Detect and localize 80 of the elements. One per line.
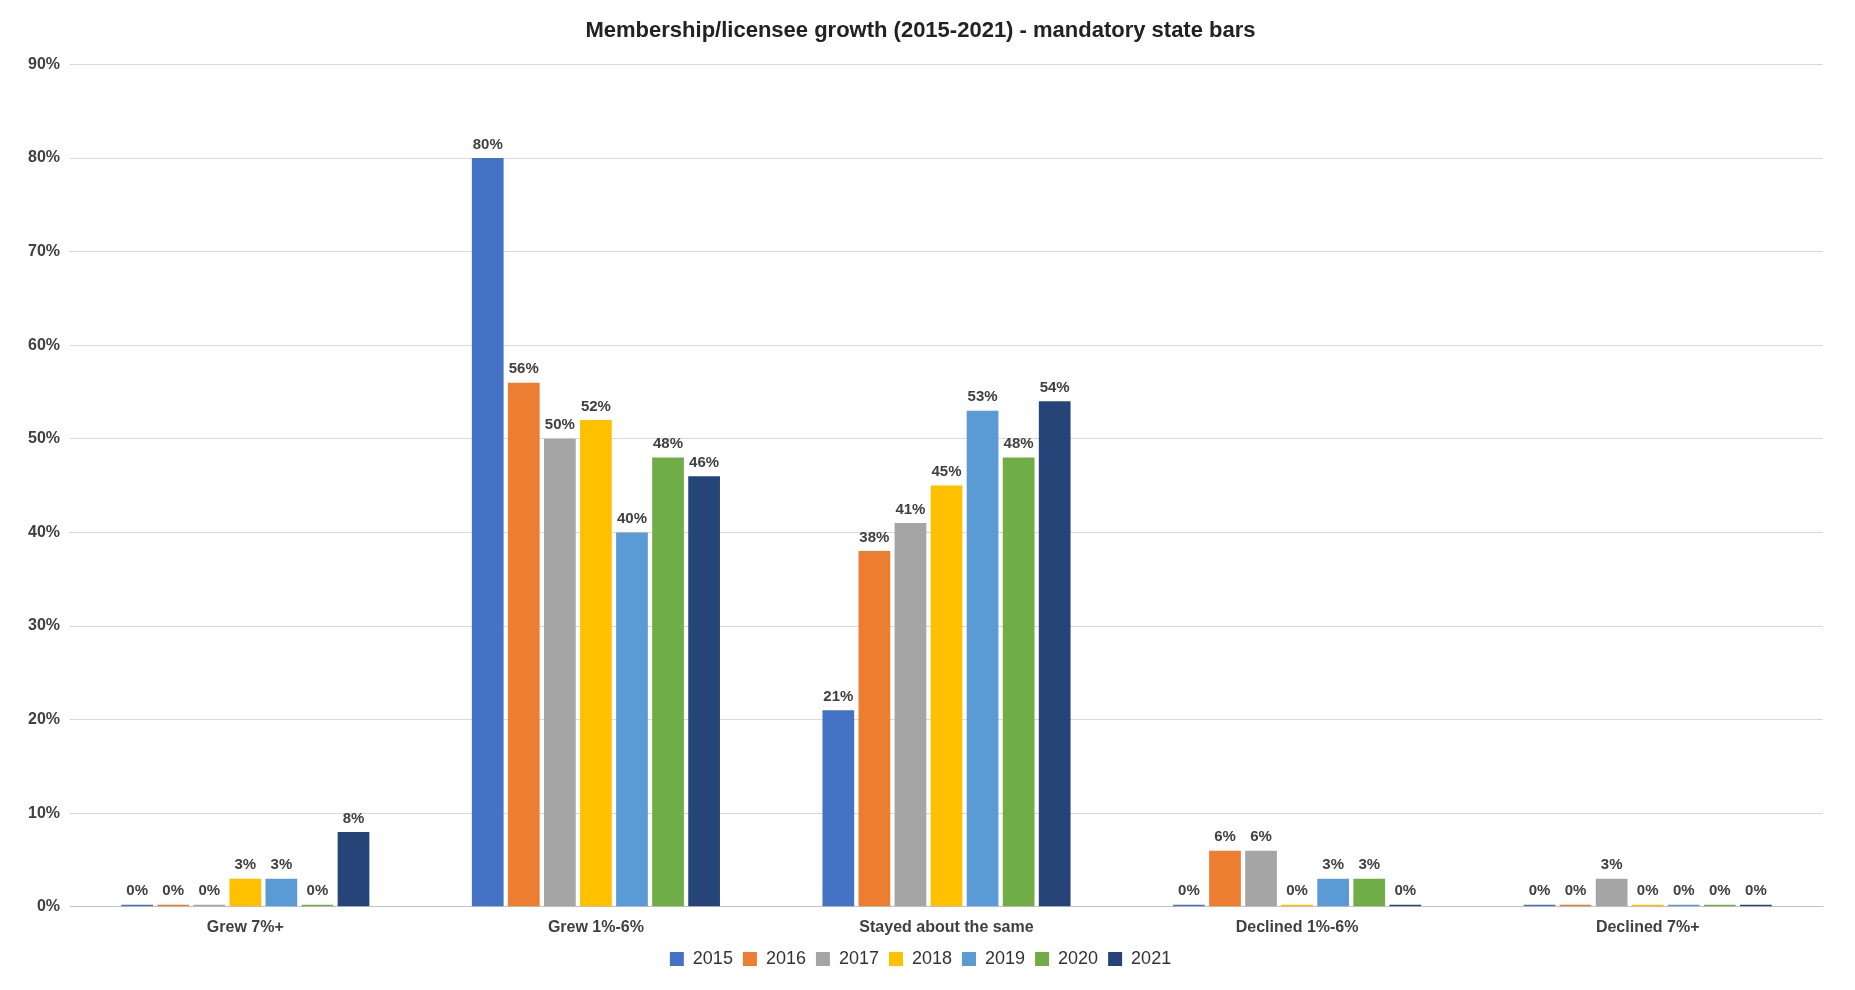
data-label: 80% bbox=[472, 134, 503, 152]
x-tick-label: Stayed about the same bbox=[859, 917, 1034, 935]
y-tick-label: 10% bbox=[27, 803, 61, 821]
bar bbox=[1595, 878, 1628, 907]
bar bbox=[507, 382, 540, 907]
data-label: 48% bbox=[1003, 434, 1034, 452]
bar bbox=[930, 485, 963, 907]
x-tick-label: Grew 1%-6% bbox=[547, 917, 644, 935]
y-tick-label: 30% bbox=[27, 616, 61, 634]
legend-label: 2020 bbox=[1058, 947, 1099, 968]
bar bbox=[1245, 850, 1277, 907]
y-tick-label: 50% bbox=[27, 429, 61, 447]
data-label: 0% bbox=[1745, 881, 1767, 899]
data-label: 0% bbox=[306, 881, 329, 899]
data-label: 6% bbox=[1214, 827, 1236, 845]
data-label: 3% bbox=[270, 855, 293, 873]
data-label: 40% bbox=[616, 509, 647, 527]
data-label: 8% bbox=[342, 808, 365, 826]
data-label: 0% bbox=[1528, 881, 1551, 899]
bar bbox=[580, 420, 612, 907]
data-label: 0% bbox=[1178, 881, 1200, 899]
legend-label: 2015 bbox=[692, 947, 733, 968]
legend-label: 2017 bbox=[838, 947, 879, 968]
bar bbox=[471, 158, 504, 907]
data-label: 0% bbox=[1636, 881, 1659, 899]
data-label: 46% bbox=[689, 452, 720, 470]
chart-title: Membership/licensee growth (2015-2021) - mandatory state bars bbox=[585, 17, 1256, 43]
bar bbox=[858, 551, 891, 907]
bar bbox=[616, 532, 648, 907]
data-label: 6% bbox=[1250, 827, 1272, 845]
data-label: 0% bbox=[1672, 881, 1695, 899]
data-label: 41% bbox=[895, 499, 926, 517]
data-label: 0% bbox=[1394, 881, 1417, 899]
data-label: 3% bbox=[1358, 855, 1381, 873]
bar bbox=[894, 523, 927, 907]
data-label: 0% bbox=[198, 881, 221, 899]
y-tick-label: 20% bbox=[27, 710, 61, 728]
y-tick-label: 70% bbox=[27, 242, 61, 260]
bar bbox=[966, 410, 999, 907]
data-label: 3% bbox=[1322, 855, 1345, 873]
y-tick-label: 40% bbox=[27, 522, 61, 540]
bar bbox=[1002, 457, 1035, 907]
legend-label: 2019 bbox=[985, 947, 1026, 968]
data-label: 52% bbox=[580, 396, 611, 414]
bar bbox=[1038, 401, 1071, 907]
bar bbox=[229, 878, 262, 907]
legend-label: 2018 bbox=[911, 947, 953, 968]
data-label: 0% bbox=[1286, 881, 1308, 899]
bar bbox=[688, 476, 720, 907]
data-label: 54% bbox=[1039, 378, 1070, 395]
y-tick-label: 60% bbox=[27, 335, 61, 353]
y-tick-label: 80% bbox=[27, 148, 61, 166]
data-label: 21% bbox=[823, 686, 854, 704]
data-label: 56% bbox=[508, 359, 539, 377]
bar bbox=[652, 457, 684, 907]
bar bbox=[822, 710, 855, 907]
data-label: 48% bbox=[653, 434, 684, 452]
legend-label: 2021 bbox=[1131, 947, 1172, 968]
data-label: 53% bbox=[967, 387, 998, 405]
data-label: 0% bbox=[126, 881, 148, 899]
bar bbox=[265, 878, 298, 907]
bar bbox=[337, 831, 370, 907]
bar bbox=[1317, 878, 1350, 907]
data-label: 0% bbox=[162, 881, 185, 899]
data-label: 50% bbox=[544, 415, 575, 433]
data-label: 38% bbox=[859, 527, 890, 545]
data-label: 3% bbox=[1600, 855, 1623, 873]
x-tick-label: Grew 7%+ bbox=[206, 917, 284, 935]
data-label: 0% bbox=[1708, 881, 1731, 899]
y-tick-label: 0% bbox=[36, 897, 61, 915]
data-label: 3% bbox=[234, 855, 257, 873]
data-label: 0% bbox=[1564, 881, 1587, 899]
legend-label: 2016 bbox=[765, 947, 806, 968]
data-label: 45% bbox=[931, 462, 962, 480]
bar bbox=[543, 438, 576, 907]
bar bbox=[1209, 850, 1241, 907]
x-tick-label: Declined 1%-6% bbox=[1235, 917, 1359, 935]
y-tick-label: 90% bbox=[27, 54, 61, 72]
bar bbox=[1353, 878, 1386, 907]
x-tick-label: Declined 7%+ bbox=[1595, 917, 1700, 935]
